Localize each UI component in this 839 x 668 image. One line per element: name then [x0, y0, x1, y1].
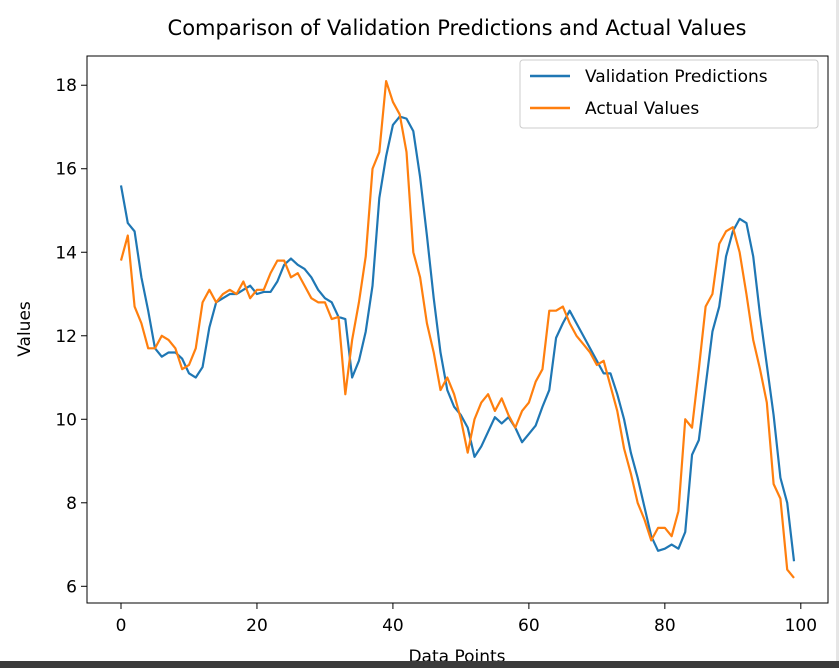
x-tick-label: 100 — [785, 616, 817, 636]
y-tick-label: 10 — [55, 410, 77, 430]
y-axis: 6 8 10 12 14 16 18 — [55, 76, 87, 597]
plot-area-frame — [86, 55, 829, 604]
x-tick-label: 20 — [246, 616, 268, 636]
y-tick-label: 18 — [55, 76, 77, 96]
chart-title: Comparison of Validation Predictions and… — [168, 16, 747, 40]
series-line-actual-values — [119, 79, 795, 579]
y-axis-label: Values — [15, 301, 35, 357]
x-axis: 0 20 40 60 80 100 — [116, 603, 817, 636]
y-tick-label: 14 — [55, 243, 77, 263]
y-tick-label: 6 — [66, 577, 77, 597]
y-tick-label: 12 — [55, 327, 77, 347]
x-tick-label: 40 — [382, 616, 404, 636]
bottom-bar — [0, 661, 839, 668]
series-lines — [119, 79, 796, 579]
y-tick-label: 16 — [55, 160, 77, 180]
x-tick-label: 0 — [116, 616, 127, 636]
window-edge — [836, 0, 839, 668]
y-tick-label: 8 — [66, 494, 77, 514]
series-line-validation-predictions — [119, 115, 796, 562]
legend-label-validation-predictions: Validation Predictions — [585, 67, 768, 87]
legend: Validation Predictions Actual Values — [519, 59, 819, 129]
x-tick-label: 60 — [518, 616, 540, 636]
x-tick-label: 80 — [654, 616, 676, 636]
legend-box — [519, 59, 819, 129]
legend-label-actual-values: Actual Values — [585, 99, 699, 119]
